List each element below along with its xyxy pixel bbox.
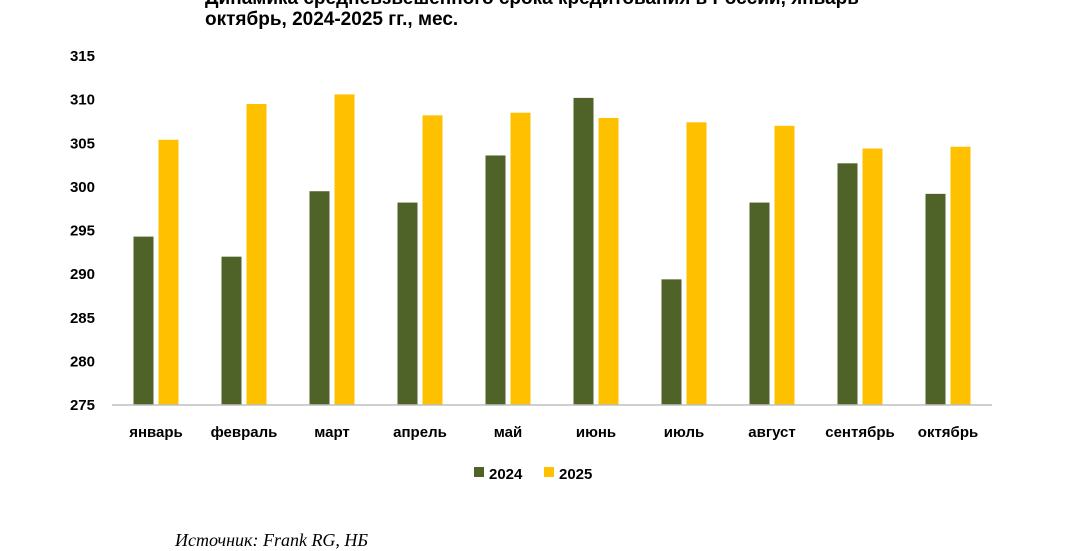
bar-2025-5 [510,112,531,406]
legend: 2024 2025 [474,466,592,483]
x-category-label: февраль [211,424,278,441]
y-tick-label: 305 [70,135,95,152]
y-tick-label: 300 [70,179,95,196]
bar-2024-7 [661,279,682,405]
bar-2025-7 [686,122,707,405]
y-tick-label: 295 [70,223,95,240]
y-tick-label: 275 [70,397,95,414]
y-tick-label: 290 [70,266,95,283]
bar-2025-10 [950,146,971,406]
bar-2025-3 [334,94,355,405]
legend-swatch-2025 [544,467,554,477]
x-category-label: август [748,424,795,441]
bar-2024-9 [837,163,858,405]
bar-2024-4 [397,202,418,405]
bar-2025-2 [246,103,267,406]
bar-2024-2 [221,256,242,405]
x-category-label: апрель [393,424,447,441]
bar-2024-8 [749,202,770,405]
bar-series [133,94,971,406]
bar-2025-6 [598,117,619,405]
x-axis-categories: январь февраль март апрель май июнь июль август… [129,424,978,441]
source-note: Источник: Frank RG, НБ [175,530,369,550]
x-category-label: январь [129,424,183,441]
legend-swatch-2024 [474,467,484,477]
chart-title-line-2: октябрь, 2024-2025 гг., мес. [205,9,459,30]
x-category-label: октябрь [918,424,978,441]
y-tick-label: 285 [70,310,95,327]
legend-label-2024: 2024 [489,466,523,483]
bar-2024-5 [485,155,506,405]
y-axis-ticks: 275 280 285 290 295 300 305 310 315 [70,48,95,414]
legend-label-2025: 2025 [559,466,592,483]
bar-2024-3 [309,191,330,405]
bar-2024-6 [573,97,594,405]
x-category-label: сентябрь [825,424,895,441]
y-tick-label: 280 [70,353,95,370]
x-category-label: март [314,424,350,441]
bar-2025-4 [422,115,443,405]
bar-2024-1 [133,236,154,405]
y-tick-label: 315 [70,48,95,65]
bar-2025-1 [158,139,179,405]
x-category-label: май [494,424,522,441]
chart-title-line-1: Динамика средневзвешенного срока кредито… [205,0,1065,9]
x-category-label: июль [664,424,704,441]
bar-2024-10 [925,193,946,405]
bar-2025-9 [862,148,883,406]
y-tick-label: 310 [70,92,95,109]
bar-2025-8 [774,125,795,406]
x-category-label: июнь [576,424,616,441]
